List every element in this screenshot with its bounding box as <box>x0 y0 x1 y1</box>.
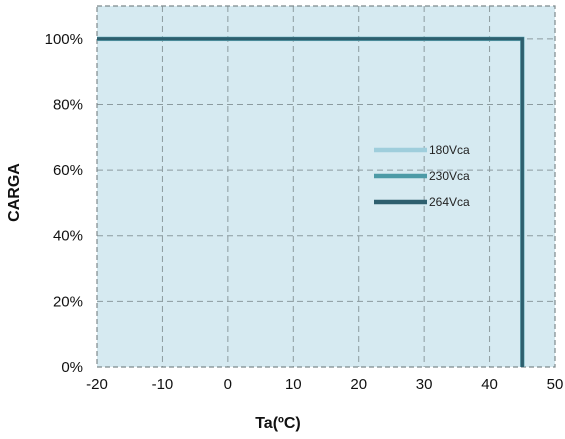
y-tick-label: 0% <box>61 359 83 376</box>
grid-lines <box>97 6 555 367</box>
x-axis-tick-labels: -20 -10 0 10 20 30 40 50 <box>86 376 563 393</box>
x-tick-label: 50 <box>547 376 564 393</box>
x-tick-label: 20 <box>350 376 367 393</box>
legend-label: 180Vca <box>429 143 470 157</box>
x-tick-label: -20 <box>86 376 108 393</box>
y-tick-label: 20% <box>53 293 83 310</box>
plot-area-border <box>96 5 556 368</box>
x-tick-label: 10 <box>285 376 302 393</box>
y-axis-tick-labels: 0% 20% 40% 60% 80% 100% <box>45 31 83 376</box>
x-tick-label: 40 <box>481 376 498 393</box>
y-tick-label: 100% <box>45 31 83 48</box>
x-axis-title: Ta(ºC) <box>255 415 301 432</box>
series-line <box>97 37 524 367</box>
y-tick-label: 40% <box>53 228 83 245</box>
legend: 180Vca 230Vca 264Vca <box>374 143 470 209</box>
y-axis-title: CARGA <box>6 163 23 222</box>
series-lines <box>97 36 525 367</box>
y-tick-label: 60% <box>53 162 83 179</box>
x-tick-label: 30 <box>416 376 433 393</box>
legend-label: 230Vca <box>429 169 470 183</box>
legend-label: 264Vca <box>429 195 470 209</box>
plot-area-background <box>97 6 555 367</box>
x-tick-label: 0 <box>224 376 232 393</box>
x-tick-label: -10 <box>152 376 174 393</box>
y-tick-label: 80% <box>53 96 83 113</box>
